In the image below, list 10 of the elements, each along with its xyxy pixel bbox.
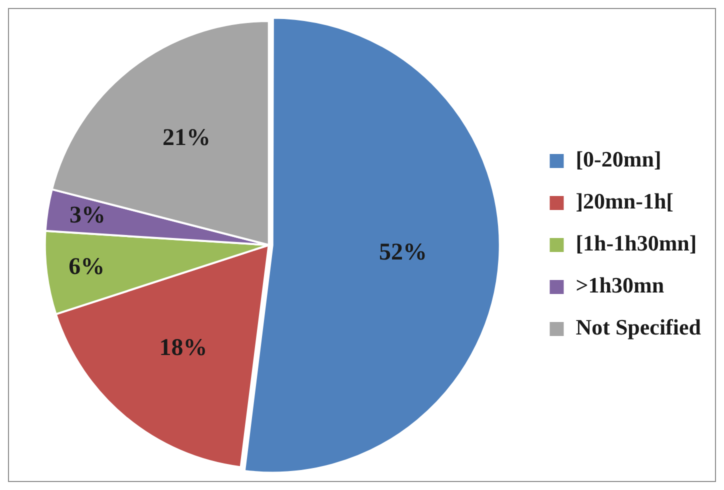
- data-label: 6%: [68, 254, 105, 280]
- legend-label: ]20mn-1h[: [576, 188, 674, 214]
- data-label: 52%: [379, 240, 427, 266]
- data-label: 18%: [159, 334, 208, 361]
- legend-label: [1h-1h30mn]: [576, 230, 697, 256]
- legend-label: Not Specified: [576, 314, 701, 340]
- data-label: 21%: [162, 125, 210, 152]
- legend-label: [0-20mn]: [576, 146, 662, 172]
- legend-label: >1h30mn: [576, 272, 664, 298]
- data-label: 3%: [69, 202, 106, 228]
